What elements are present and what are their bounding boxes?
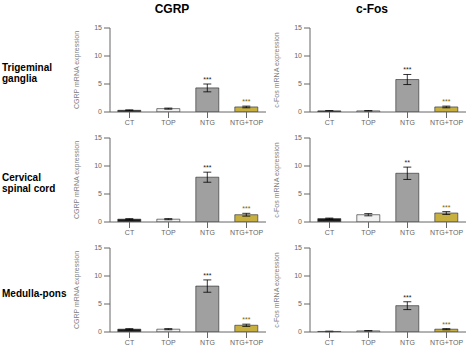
svg-text:***: *** xyxy=(242,205,250,212)
svg-text:TOP: TOP xyxy=(161,119,176,126)
svg-text:5: 5 xyxy=(298,80,302,87)
svg-text:CGRP mRNA expression: CGRP mRNA expression xyxy=(73,31,81,109)
svg-text:CGRP mRNA expression: CGRP mRNA expression xyxy=(73,251,81,329)
svg-text:***: *** xyxy=(242,316,250,323)
svg-text:10: 10 xyxy=(294,162,302,169)
svg-text:NTG: NTG xyxy=(200,339,215,346)
svg-text:c-Fos mRNA expression: c-Fos mRNA expression xyxy=(273,32,281,108)
svg-text:15: 15 xyxy=(294,24,302,31)
svg-text:CT: CT xyxy=(325,339,335,346)
svg-text:NTG: NTG xyxy=(200,229,215,236)
svg-text:15: 15 xyxy=(94,134,102,141)
svg-text:15: 15 xyxy=(294,134,302,141)
svg-text:10: 10 xyxy=(94,162,102,169)
svg-text:CT: CT xyxy=(325,119,335,126)
html-text:Medulla-pons: Medulla-pons xyxy=(2,287,67,299)
svg-text:NTG+TOP: NTG+TOP xyxy=(230,119,263,126)
svg-text:CT: CT xyxy=(125,339,135,346)
svg-text:NTG: NTG xyxy=(400,229,415,236)
svg-text:***: *** xyxy=(242,98,250,105)
html-text:CGRP: CGRP xyxy=(154,2,190,16)
svg-text:NTG+TOP: NTG+TOP xyxy=(430,119,463,126)
svg-text:CT: CT xyxy=(125,229,135,236)
svg-text:CT: CT xyxy=(125,119,135,126)
svg-text:***: *** xyxy=(403,294,411,301)
svg-text:TOP: TOP xyxy=(361,229,376,236)
svg-text:5: 5 xyxy=(98,300,102,307)
svg-text:0: 0 xyxy=(98,328,102,335)
svg-text:10: 10 xyxy=(94,272,102,279)
svg-text:NTG: NTG xyxy=(400,119,415,126)
svg-text:TOP: TOP xyxy=(361,339,376,346)
svg-text:NTG: NTG xyxy=(200,119,215,126)
svg-text:5: 5 xyxy=(298,190,302,197)
svg-text:TOP: TOP xyxy=(161,339,176,346)
svg-text:5: 5 xyxy=(98,80,102,87)
svg-text:0: 0 xyxy=(298,108,302,115)
svg-text:NTG: NTG xyxy=(400,339,415,346)
svg-text:0: 0 xyxy=(298,218,302,225)
svg-text:***: *** xyxy=(403,66,411,73)
svg-text:NTG+TOP: NTG+TOP xyxy=(430,229,463,236)
svg-text:***: *** xyxy=(203,272,211,279)
svg-text:CGRP mRNA expression: CGRP mRNA expression xyxy=(73,141,81,219)
svg-text:***: *** xyxy=(442,98,450,105)
svg-text:CT: CT xyxy=(325,229,335,236)
svg-text:c-Fos mRNA expression: c-Fos mRNA expression xyxy=(273,252,281,328)
html-text:c-Fos: c-Fos xyxy=(356,2,388,16)
svg-text:NTG+TOP: NTG+TOP xyxy=(230,229,263,236)
svg-text:NTG+TOP: NTG+TOP xyxy=(230,339,263,346)
svg-text:***: *** xyxy=(442,321,450,328)
svg-text:NTG+TOP: NTG+TOP xyxy=(430,339,463,346)
svg-text:5: 5 xyxy=(298,300,302,307)
svg-text:15: 15 xyxy=(94,24,102,31)
svg-text:0: 0 xyxy=(298,328,302,335)
svg-text:10: 10 xyxy=(294,272,302,279)
svg-text:TOP: TOP xyxy=(161,229,176,236)
svg-text:***: *** xyxy=(203,76,211,83)
svg-text:10: 10 xyxy=(294,52,302,59)
html-text:Cervical spinal cord: Cervical spinal cord xyxy=(2,172,56,194)
svg-text:TOP: TOP xyxy=(361,119,376,126)
svg-text:5: 5 xyxy=(98,190,102,197)
svg-text:15: 15 xyxy=(94,244,102,251)
svg-text:0: 0 xyxy=(98,218,102,225)
svg-text:**: ** xyxy=(405,159,411,166)
html-text:Trigeminal ganglia: Trigeminal ganglia xyxy=(2,62,52,84)
svg-text:c-Fos mRNA expression: c-Fos mRNA expression xyxy=(273,142,281,218)
svg-text:15: 15 xyxy=(294,244,302,251)
svg-text:***: *** xyxy=(203,164,211,171)
svg-text:0: 0 xyxy=(98,108,102,115)
svg-text:***: *** xyxy=(442,204,450,211)
svg-text:10: 10 xyxy=(94,52,102,59)
